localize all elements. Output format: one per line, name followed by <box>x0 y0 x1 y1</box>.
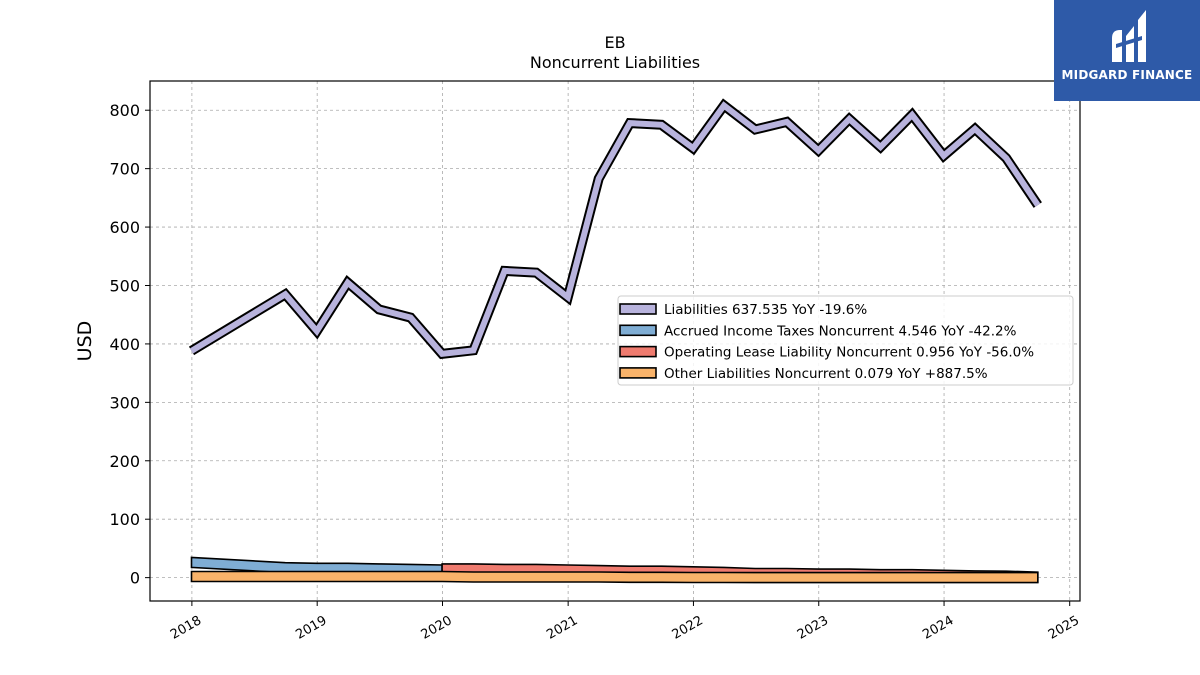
plot-series <box>188 98 1042 584</box>
legend: Liabilities 637.535 YoY -19.6% Accrued In… <box>617 295 1074 386</box>
y-axis-label: USD <box>74 321 96 362</box>
y-axis-ticks: 0 100 200 300 400 500 600 700 800 <box>109 101 150 588</box>
y-tick-label: 800 <box>109 101 140 120</box>
y-tick-label: 0 <box>130 569 140 588</box>
legend-label: Liabilities 637.535 YoY -19.6% <box>664 302 867 318</box>
y-tick-label: 600 <box>109 218 140 237</box>
legend-swatch <box>619 367 657 379</box>
x-axis-ticks: 2018 2019 2020 2021 2022 2023 2024 2025 <box>168 601 1082 643</box>
x-tick-label: 2018 <box>168 613 204 643</box>
logo-mark-icon <box>1112 10 1146 62</box>
x-tick-label: 2025 <box>1046 613 1082 643</box>
legend-box <box>617 295 1074 386</box>
x-tick-label: 2023 <box>795 613 831 643</box>
brand-logo: MIDGARD FINANCE <box>1054 0 1200 101</box>
y-tick-label: 400 <box>109 335 140 354</box>
x-tick-label: 2021 <box>544 613 580 643</box>
legend-swatch <box>619 345 657 358</box>
legend-label: Operating Lease Liability Noncurrent 0.9… <box>664 345 1034 361</box>
axes-frame <box>149 80 1081 602</box>
x-tick-label: 2024 <box>920 613 956 643</box>
y-tick-label: 200 <box>109 452 140 471</box>
y-tick-label: 500 <box>109 276 140 295</box>
series-liabilities-line <box>189 101 1041 358</box>
legend-swatch <box>619 303 657 315</box>
y-tick-label: 300 <box>109 393 140 412</box>
x-tick-label: 2022 <box>670 613 706 643</box>
chart-title: EB <box>604 33 625 52</box>
legend-swatch <box>619 324 657 337</box>
brand-name: MIDGARD FINANCE <box>1061 68 1193 82</box>
chart-subtitle: Noncurrent Liabilities <box>530 53 700 72</box>
x-tick-label: 2020 <box>419 613 455 643</box>
legend-label: Accrued Income Taxes Noncurrent 4.546 Yo… <box>664 323 1017 339</box>
y-tick-label: 700 <box>109 160 140 179</box>
y-tick-label: 100 <box>109 510 140 529</box>
x-tick-label: 2019 <box>293 613 329 643</box>
series-other-liabilities-noncurrent-band <box>190 570 1039 584</box>
legend-label: Other Liabilities Noncurrent 0.079 YoY +… <box>664 366 988 382</box>
